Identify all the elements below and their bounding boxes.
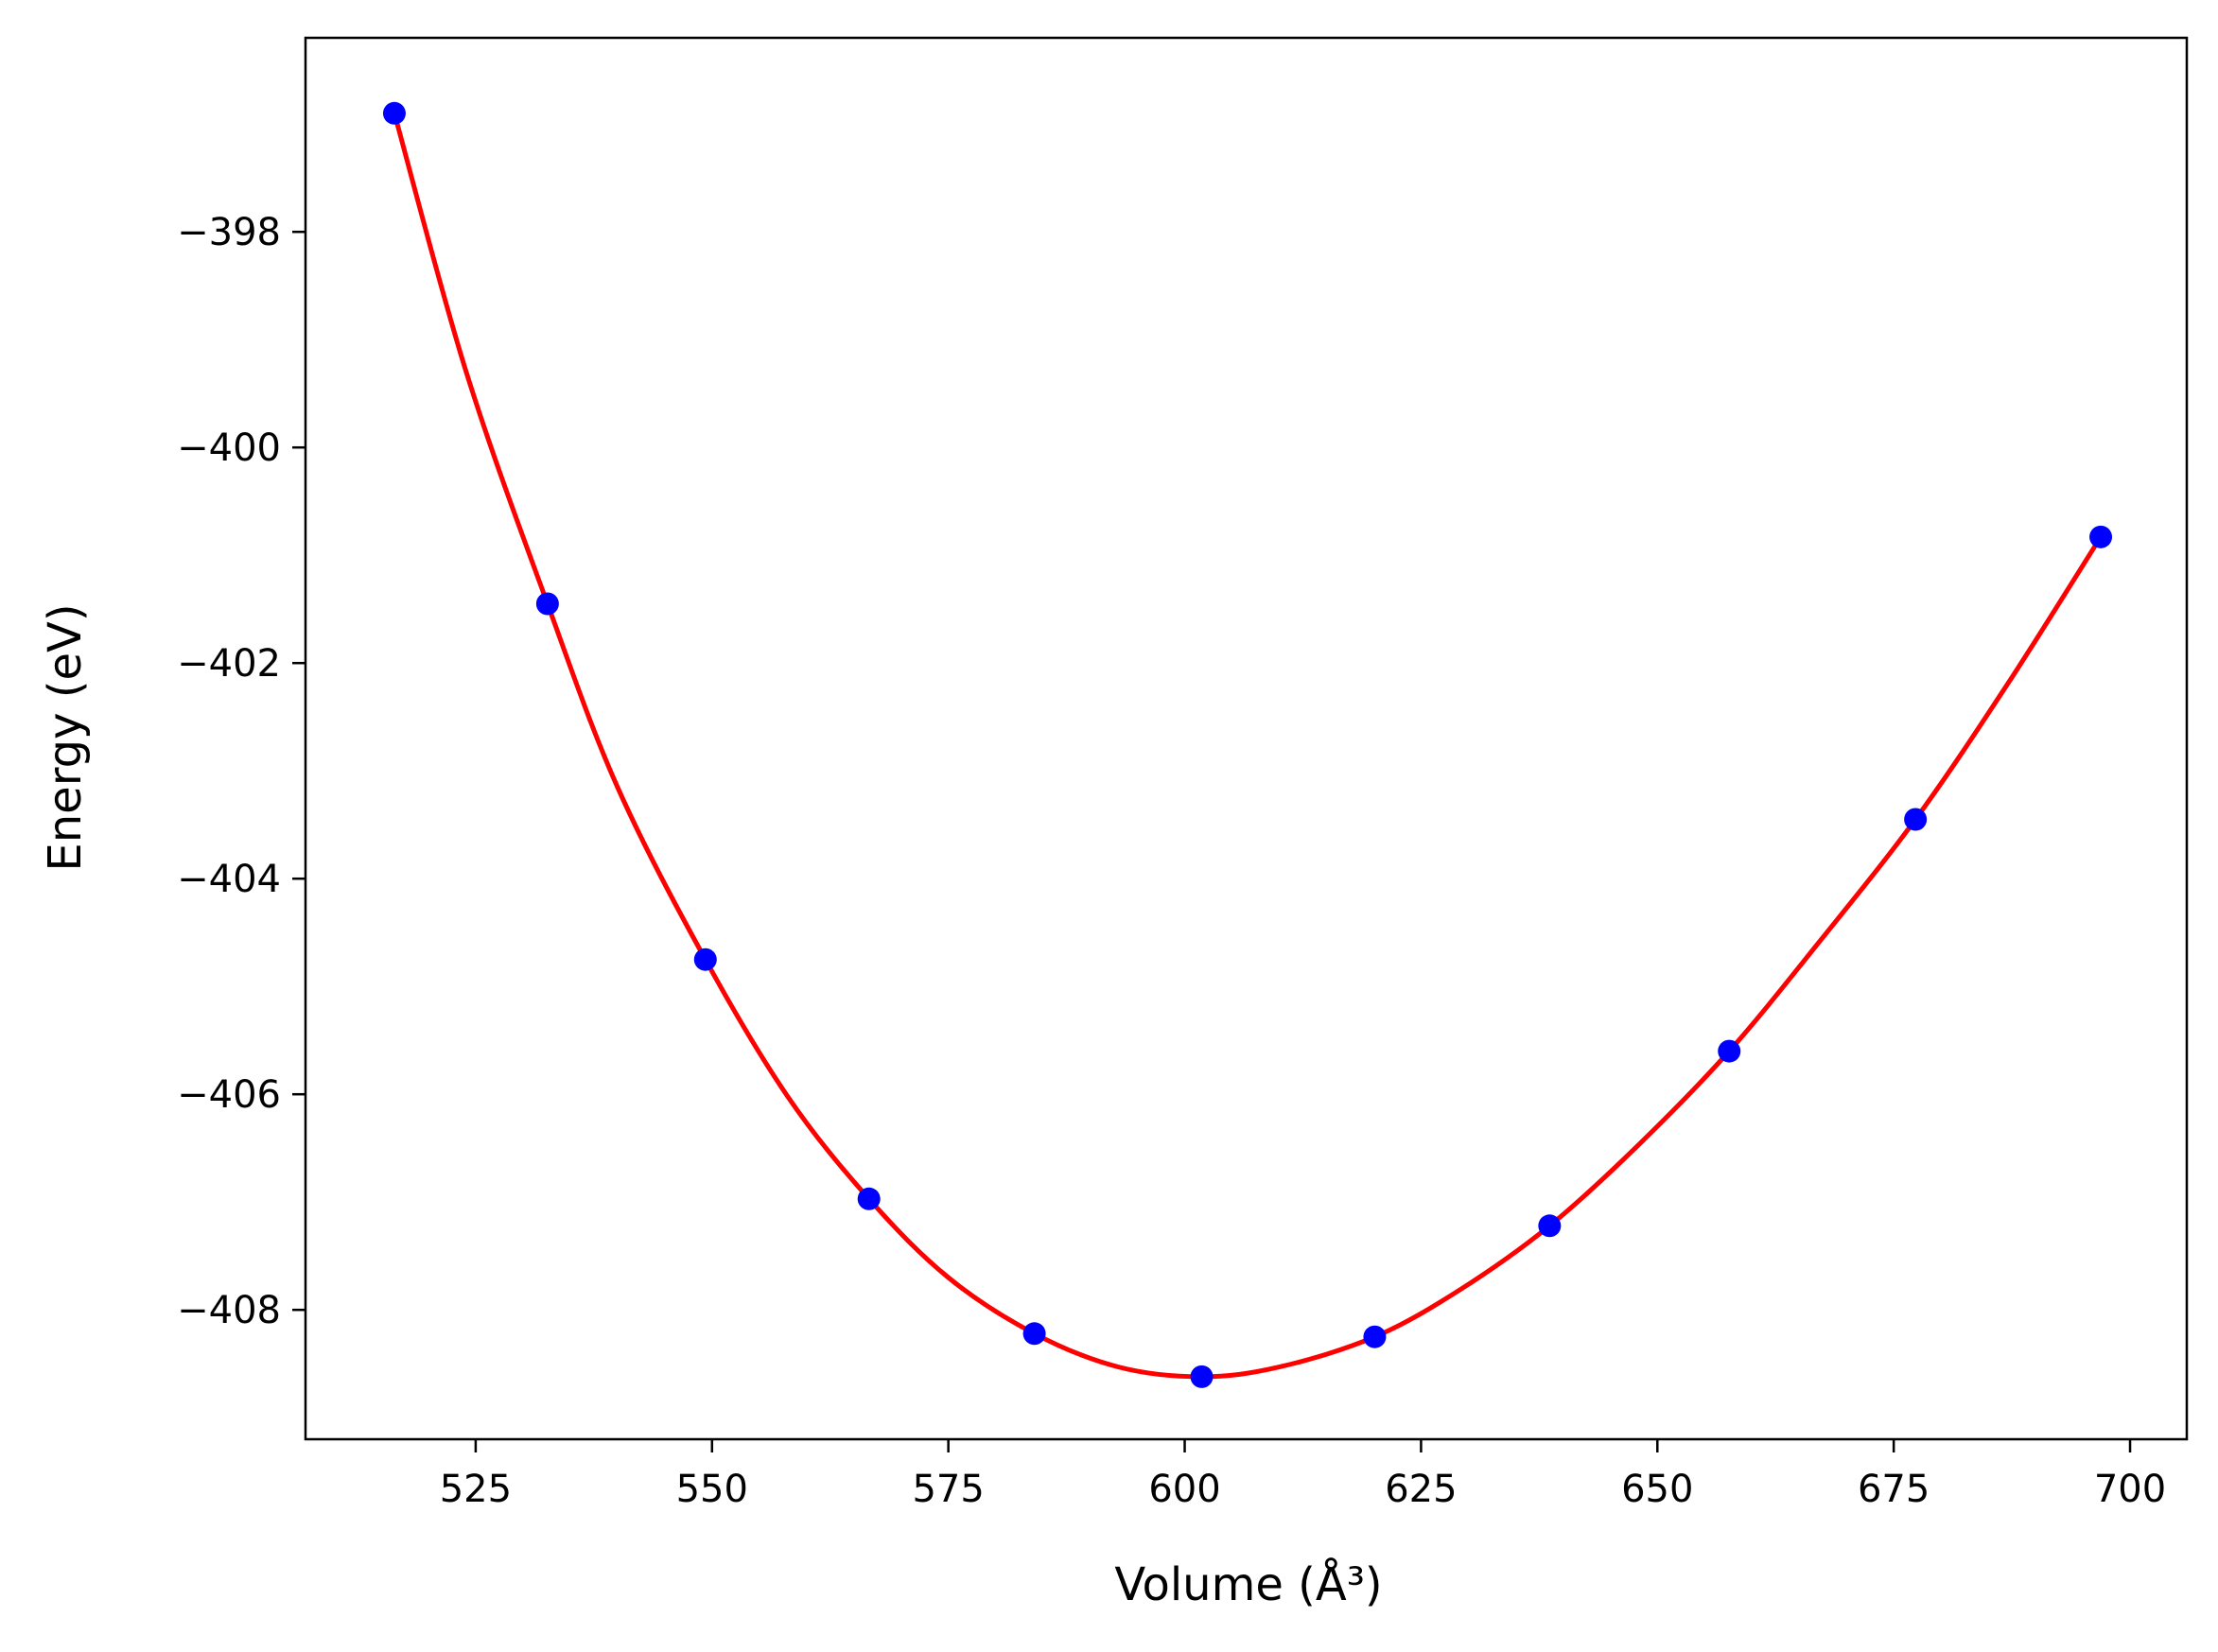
y-tick-label: −398 xyxy=(177,211,281,254)
y-tick-label: −408 xyxy=(177,1289,281,1332)
y-tick-label: −400 xyxy=(177,426,281,470)
data-point xyxy=(1363,1325,1387,1348)
x-tick-label: 575 xyxy=(912,1468,984,1511)
data-point xyxy=(857,1187,881,1210)
y-axis-label: Energy (eV) xyxy=(39,603,92,871)
data-point xyxy=(2089,525,2113,548)
y-tick-label: −404 xyxy=(177,858,281,901)
data-point xyxy=(1190,1365,1214,1388)
x-tick-label: 625 xyxy=(1385,1468,1457,1511)
data-point xyxy=(535,592,559,616)
x-tick-label: 650 xyxy=(1621,1468,1693,1511)
data-point xyxy=(1538,1214,1562,1238)
plot-frame xyxy=(304,36,2189,1441)
x-axis: 525 550 575 600 625 650 675 700 xyxy=(440,1439,2166,1511)
y-axis: −398 −400 −402 −404 −406 −408 xyxy=(177,211,306,1332)
x-axis-label: Volume (Å³) xyxy=(1114,1557,1382,1611)
y-tick-label: −406 xyxy=(177,1073,281,1117)
y-tick-label: −402 xyxy=(177,642,281,686)
fit-curve xyxy=(392,113,2104,1380)
data-point xyxy=(1022,1322,1046,1346)
data-point xyxy=(1718,1039,1741,1063)
x-tick-label: 525 xyxy=(440,1468,512,1511)
plot-area xyxy=(382,101,2113,1388)
data-point xyxy=(1904,808,1928,831)
x-tick-label: 550 xyxy=(676,1468,748,1511)
x-tick-label: 675 xyxy=(1858,1468,1930,1511)
x-tick-label: 700 xyxy=(2094,1468,2166,1511)
x-tick-label: 600 xyxy=(1148,1468,1220,1511)
data-point xyxy=(693,948,717,971)
data-point xyxy=(382,101,406,125)
